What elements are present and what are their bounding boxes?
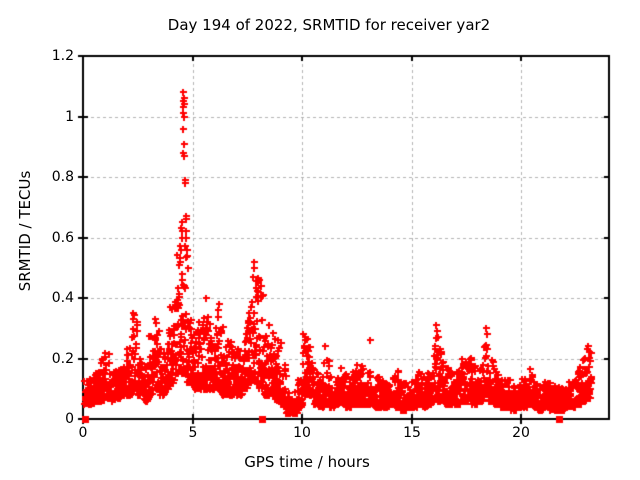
y-tick-label: 1 [65,109,74,125]
y-tick-label: 0.2 [51,351,74,367]
y-tick-label: 0 [65,411,74,427]
y-tick-label: 0.4 [51,290,74,306]
y-tick-label: 0.8 [51,169,74,185]
x-tick-label: 0 [78,425,88,441]
x-tick-label: 10 [293,425,311,441]
y-tick-label: 0.6 [51,230,74,246]
x-tick-label: 20 [512,425,530,441]
x-tick-label: 15 [403,425,421,441]
x-tick-label: 5 [188,425,198,441]
x-axis-label: GPS time / hours [244,453,370,471]
chart-title: Day 194 of 2022, SRMTID for receiver yar… [167,16,491,34]
y-tick-label: 1.2 [51,48,74,64]
